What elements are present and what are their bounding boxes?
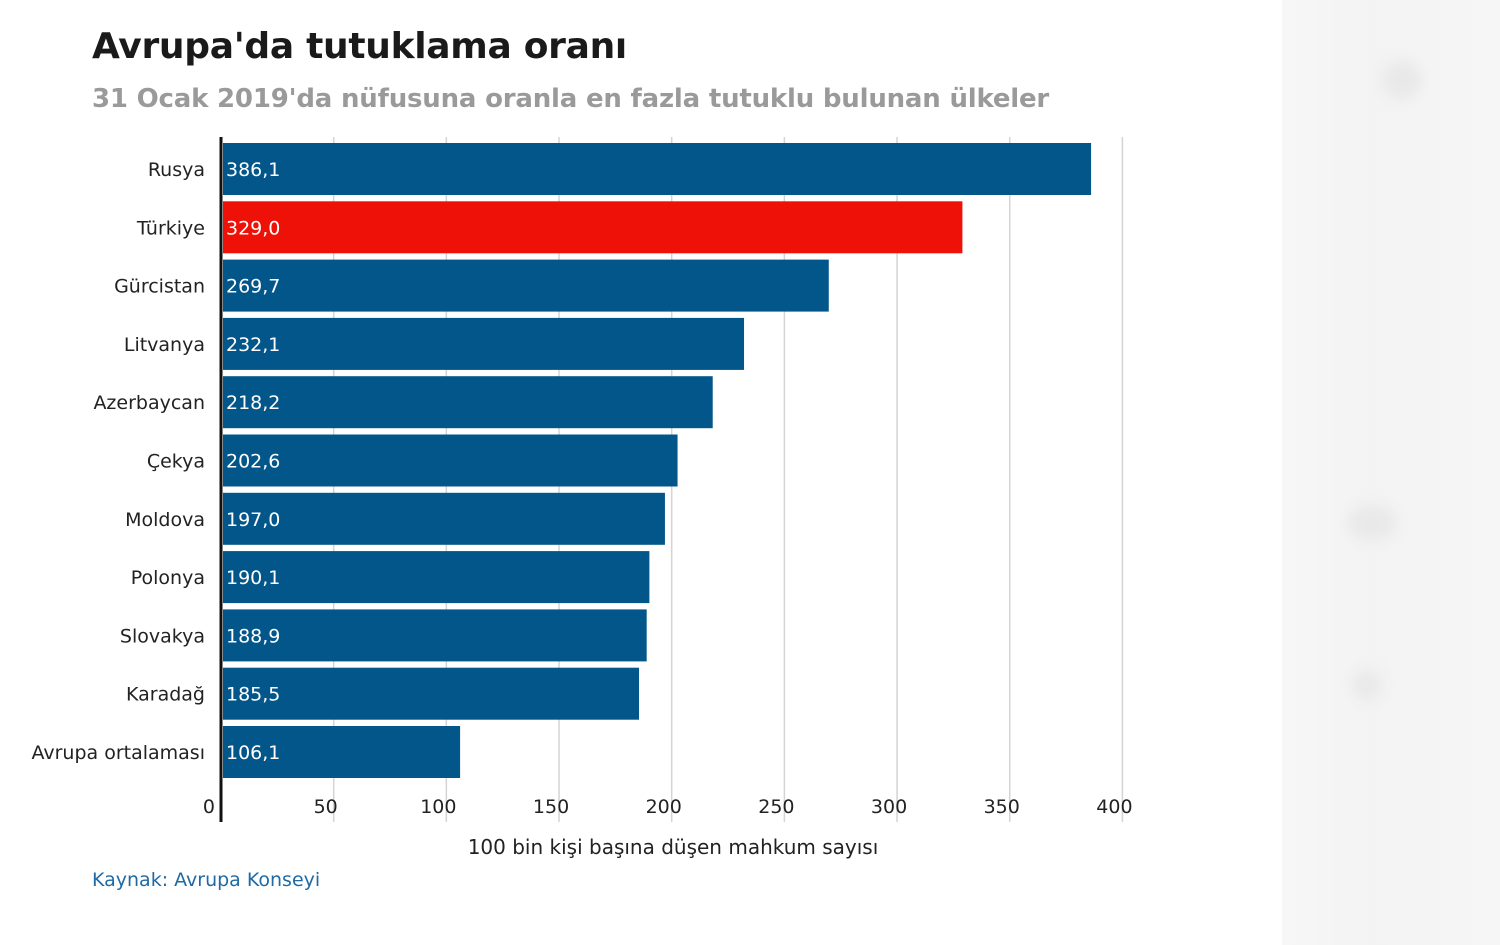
- category-labels: Rusya Türkiye Gürcistan Litvanya Azerbaycan Ç…: [31, 159, 205, 764]
- right-edge-background: [1282, 0, 1500, 945]
- category-label: Rusya: [148, 159, 205, 181]
- category-label: Moldova: [125, 509, 205, 531]
- value-label: 232,1: [226, 334, 280, 356]
- chart-title: Avrupa'da tutuklama oranı: [92, 26, 627, 67]
- value-label: 386,1: [226, 159, 280, 181]
- category-label: Azerbaycan: [93, 392, 205, 414]
- category-label: Karadağ: [126, 684, 205, 706]
- value-label: 197,0: [226, 509, 280, 531]
- x-tick-label: 350: [984, 796, 1020, 818]
- bar-3: [223, 317, 745, 370]
- value-label: 329,0: [226, 217, 280, 239]
- category-label: Türkiye: [136, 217, 205, 239]
- category-label: Litvanya: [124, 334, 205, 356]
- value-label: 185,5: [226, 684, 280, 706]
- bar-8: [223, 609, 647, 662]
- category-label: Avrupa ortalaması: [31, 742, 205, 764]
- bar-6: [223, 492, 665, 545]
- blur-spot: [1352, 670, 1382, 700]
- x-tick-label: 250: [758, 796, 794, 818]
- category-label: Çekya: [147, 451, 205, 473]
- bar-1: [223, 201, 963, 254]
- value-labels: 386,1 329,0 269,7 232,1 218,2 202,6 197,0 190,1…: [226, 159, 280, 764]
- x-tick-label: 200: [646, 796, 682, 818]
- value-label: 202,6: [226, 451, 280, 473]
- bars: [223, 143, 1092, 778]
- bar-7: [223, 551, 650, 604]
- x-tick-label: 400: [1096, 796, 1132, 818]
- category-label: Polonya: [131, 567, 205, 589]
- value-label: 188,9: [226, 625, 280, 647]
- x-tick-label: 150: [533, 796, 569, 818]
- x-tick-label: 50: [314, 796, 338, 818]
- category-label: Slovakya: [120, 625, 205, 647]
- value-label: 106,1: [226, 742, 280, 764]
- blur-spot: [1347, 505, 1397, 540]
- value-label: 218,2: [226, 392, 280, 414]
- blur-spot: [1382, 60, 1422, 100]
- x-tick-label: 0: [203, 796, 215, 818]
- category-label: Gürcistan: [114, 276, 205, 298]
- bar-2: [223, 259, 829, 312]
- bar-0: [223, 143, 1092, 195]
- chart-subtitle: 31 Ocak 2019'da nüfusuna oranla en fazla…: [92, 84, 1050, 114]
- x-tick-label: 300: [871, 796, 907, 818]
- bar-5: [223, 434, 678, 487]
- x-tick-label: 100: [420, 796, 456, 818]
- bar-9: [223, 667, 640, 720]
- source-link[interactable]: Kaynak: Avrupa Konseyi: [92, 869, 321, 891]
- value-label: 269,7: [226, 276, 280, 298]
- bar-4: [223, 376, 713, 429]
- x-axis-title: 100 bin kişi başına düşen mahkum sayısı: [468, 835, 879, 859]
- bar-10: [223, 726, 461, 778]
- x-tick-labels: 0 50 100 150 200 250 300 350 400: [203, 796, 1133, 818]
- value-label: 190,1: [226, 567, 280, 589]
